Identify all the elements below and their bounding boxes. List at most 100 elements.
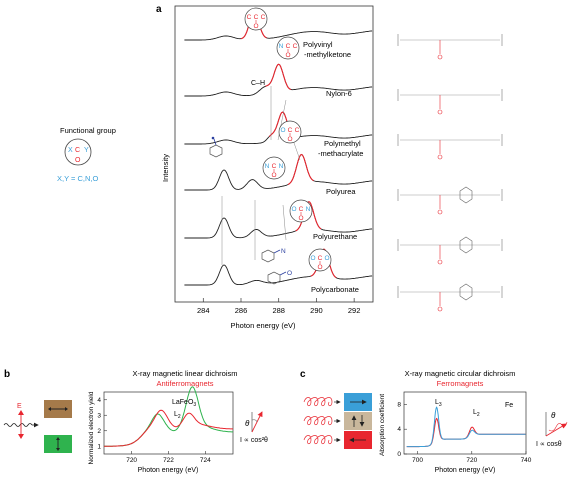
polymer-structures xyxy=(397,34,503,312)
panel-b-edge: L2 xyxy=(174,411,181,420)
panel-b-title: X-ray magnetic linear dichroism xyxy=(132,369,237,378)
e-field-label: E xyxy=(17,403,22,410)
bubble-center-atom: C xyxy=(318,255,323,262)
b-curve-red xyxy=(104,409,234,447)
spectrum-1 xyxy=(184,10,373,41)
bubble-center-atom: C xyxy=(272,163,277,170)
functional-group-title: Functional group xyxy=(60,126,116,135)
spectrum-4 xyxy=(184,153,373,191)
xray-helix-2 xyxy=(303,416,333,426)
spectrum-5 xyxy=(184,201,373,239)
structure-ring xyxy=(459,236,473,254)
bubble-left-atom: N xyxy=(265,163,270,170)
structure-carbonyl xyxy=(437,259,443,265)
benzene-ring-o: O xyxy=(267,270,292,285)
panel-c-curves xyxy=(406,406,526,448)
bubble-left-atom: N xyxy=(279,43,284,50)
c-y-tick-label-0: 0 xyxy=(397,451,401,458)
x-tick-label-290: 290 xyxy=(310,306,323,315)
c-curve-blue xyxy=(406,406,526,448)
panel-b-letter: b xyxy=(4,369,10,380)
group-bubble-4 xyxy=(262,156,286,180)
panel-b-curves xyxy=(104,386,234,447)
functional-group-circle xyxy=(64,138,92,166)
bubble-bottom-atom: O xyxy=(253,23,258,30)
functional-group-legend: Functional group X C Y O X,Y = C,N,O xyxy=(57,126,116,183)
structure-carbonyl xyxy=(437,209,443,215)
functional-group-x: X xyxy=(68,147,73,154)
structure-carbonyl xyxy=(437,306,443,312)
xray-wave xyxy=(3,423,33,427)
functional-group-legend-text: X,Y = C,N,O xyxy=(57,174,99,183)
panel-c-ticks: 700 720 740 0 4 8 xyxy=(397,401,531,464)
panel-c-letter: c xyxy=(300,369,306,380)
panel-c-schematic xyxy=(303,393,372,449)
structure-carbonyl xyxy=(437,54,443,60)
benzene-ring-n: N xyxy=(261,248,286,263)
panel-c-element: Fe xyxy=(505,402,513,409)
panel-b-ticks: 720 722 724 1 2 3 4 xyxy=(97,397,211,464)
panel-b-schematic: E xyxy=(3,400,72,453)
panel-c-angle-diagram: θ I ∝ cosθ xyxy=(536,411,568,448)
polymer-3-line1: Polymethyl xyxy=(324,139,361,148)
panel-b-theta: θ xyxy=(245,419,250,428)
spectrum-peak-5 xyxy=(295,201,322,232)
c-x-tick-label-740: 740 xyxy=(521,457,532,464)
bubble-center-atom: C xyxy=(254,14,259,21)
guide-line-6 xyxy=(292,139,301,161)
panel-b-angle-diagram: θ I ∝ cos²θ xyxy=(240,411,268,444)
bubble-right-atom: C xyxy=(261,14,266,21)
panel-c-title: X-ray magnetic circular dichroism xyxy=(405,369,516,378)
bubble-center-atom: C xyxy=(288,127,293,134)
bubble-right-atom: C xyxy=(295,127,300,134)
xray-helix-1 xyxy=(303,397,333,407)
bubble-center-atom: C xyxy=(286,43,291,50)
c-y-tick-label-8: 8 xyxy=(397,401,401,408)
structure-ring xyxy=(459,186,473,204)
group-bubble-2 xyxy=(276,36,300,60)
c-y-tick-label-4: 4 xyxy=(397,426,401,433)
panel-b-ylabel: Normalized electron yield xyxy=(88,391,95,464)
c-x-tick-label-720: 720 xyxy=(466,457,477,464)
b-y-tick-label-2: 2 xyxy=(97,428,101,435)
panel-c-l3: L3 xyxy=(435,399,442,408)
b-y-tick-label-4: 4 xyxy=(97,397,101,404)
magnetization-block-2 xyxy=(344,412,372,430)
panel-b-formula: I ∝ cos²θ xyxy=(240,437,268,444)
b-y-tick-label-3: 3 xyxy=(97,412,101,419)
panel-b-sample: LaFeO3 xyxy=(172,399,196,408)
b-curve-green xyxy=(104,386,234,447)
b-x-tick-label-722: 722 xyxy=(163,457,174,464)
panel-c-l2: L2 xyxy=(473,409,480,418)
bubble-right-atom: C xyxy=(293,43,298,50)
functional-group-o: O xyxy=(75,157,81,164)
group-bubble-1 xyxy=(244,7,268,31)
ring-o-label: O xyxy=(287,270,292,277)
panel-b-xlabel: Photon energy (eV) xyxy=(138,467,199,474)
bubble-bottom-atom: O xyxy=(271,172,276,179)
bubble-bottom-atom: O xyxy=(287,136,292,143)
panel-a-xlabel: Photon energy (eV) xyxy=(230,321,296,330)
structure-ring xyxy=(459,283,473,301)
group-bubble-5 xyxy=(289,199,313,223)
spectrum-6 xyxy=(184,248,373,286)
b-x-tick-label-724: 724 xyxy=(200,457,211,464)
group-bubble-6 xyxy=(308,248,332,272)
polymer-1-line1: Polyvinyl xyxy=(303,40,333,49)
panel-c-theta: θ xyxy=(551,411,556,420)
spectrum-peak-2 xyxy=(265,63,292,91)
polymer-1-line2: -methylketone xyxy=(304,50,351,59)
c-curve-red xyxy=(406,417,526,448)
bubble-left-atom: O xyxy=(280,127,285,134)
b-y-tick-label-1: 1 xyxy=(97,443,101,450)
xray-helix-3 xyxy=(303,435,333,445)
b-x-tick-label-720: 720 xyxy=(126,457,137,464)
guide-line-5 xyxy=(282,204,287,241)
polymer-2-line1: Nylon-6 xyxy=(326,89,352,98)
structure-carbonyl xyxy=(437,154,443,160)
panel-c-frame xyxy=(403,391,527,455)
benzene-ring-1 xyxy=(209,136,223,158)
bubble-right-atom: N xyxy=(279,163,284,170)
bubble-right-atom: O xyxy=(324,255,329,262)
